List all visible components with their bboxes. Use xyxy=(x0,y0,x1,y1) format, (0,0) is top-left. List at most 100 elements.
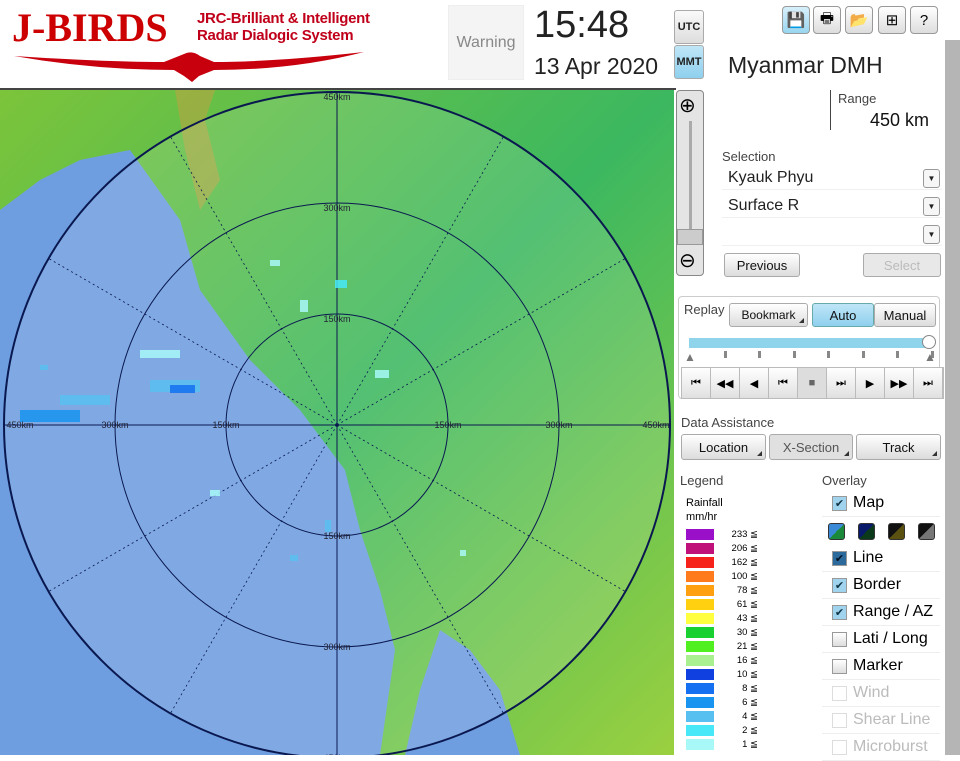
legend-value: 2 ≦ xyxy=(742,724,758,736)
overlay-border[interactable]: ✔ Border xyxy=(822,572,940,599)
range-label: 300km xyxy=(545,420,572,430)
end-marker-icon[interactable]: ▲ xyxy=(924,350,936,364)
legend-label: Legend xyxy=(680,473,724,488)
x-section-button[interactable]: X-Section xyxy=(769,434,853,460)
rain-echo xyxy=(210,490,220,496)
product-dropdown[interactable]: Surface R ▼ xyxy=(722,194,942,218)
overlay-line[interactable]: ✔ Line xyxy=(822,545,940,572)
replay-handle[interactable] xyxy=(922,335,936,349)
overlay-lati-long[interactable]: Lati / Long xyxy=(822,626,940,653)
legend-value: 78 ≦ xyxy=(736,584,758,596)
third-dropdown[interactable]: ▼ xyxy=(722,222,942,246)
legend-value: 206 ≦ xyxy=(731,542,758,554)
scrollbar[interactable] xyxy=(945,40,960,755)
overlay-map[interactable]: ✔ Map xyxy=(822,490,940,517)
checkbox[interactable] xyxy=(832,739,847,755)
legend-swatch xyxy=(686,556,714,568)
chevron-down-icon[interactable]: ▼ xyxy=(923,225,940,244)
site-dropdown[interactable]: Kyauk Phyu ▼ xyxy=(722,166,942,190)
overlay-marker[interactable]: Marker xyxy=(822,653,940,680)
map-style-swatch[interactable] xyxy=(858,522,875,540)
previous-button[interactable]: Previous xyxy=(724,253,800,277)
select-button[interactable]: Select xyxy=(863,253,941,277)
rain-echo xyxy=(270,260,280,266)
radar-map-canvas[interactable]: 450km 300km 150km 150km 300km 450km 450km 300km… xyxy=(0,90,674,755)
checkbox[interactable] xyxy=(832,712,847,728)
replay-tick xyxy=(827,351,830,358)
utc-button[interactable]: UTC xyxy=(674,10,704,44)
overlay-label: Overlay xyxy=(822,473,867,488)
location-button[interactable]: Location xyxy=(681,434,766,460)
overlay-label: Marker xyxy=(853,657,903,674)
overlay-range-az[interactable]: ✔ Range / AZ xyxy=(822,599,940,626)
stop-icon[interactable]: ■ xyxy=(798,368,827,398)
overlay-wind[interactable]: Wind xyxy=(822,680,940,707)
add-window-button[interactable]: ⊞ xyxy=(878,6,906,34)
azimuth-line xyxy=(170,424,338,714)
auto-button[interactable]: Auto xyxy=(812,303,874,327)
replay-track[interactable] xyxy=(689,338,929,348)
range-label: 450km xyxy=(6,420,33,430)
checkbox[interactable] xyxy=(832,685,847,701)
map-style-swatch[interactable] xyxy=(918,522,935,540)
map-style-swatch[interactable] xyxy=(888,522,905,540)
bookmark-button[interactable]: Bookmark xyxy=(729,303,808,327)
replay-tick xyxy=(930,351,934,358)
overlay-label: Line xyxy=(853,549,884,566)
prev-frame-icon[interactable]: ⏮ xyxy=(769,368,798,398)
legend-value: 6 ≦ xyxy=(742,696,758,708)
zoom-handle[interactable] xyxy=(677,229,703,245)
print-icon: 🖶 xyxy=(819,9,835,27)
overlay-microburst[interactable]: Microburst xyxy=(822,734,940,761)
legend-item: 21 ≦ xyxy=(686,639,818,653)
manual-button[interactable]: Manual xyxy=(874,303,936,327)
start-marker-icon[interactable]: ▲ xyxy=(684,350,696,364)
legend-value: 30 ≦ xyxy=(736,626,758,638)
chevron-down-icon[interactable]: ▼ xyxy=(923,169,940,188)
next-frame-icon[interactable]: ⏭ xyxy=(827,368,856,398)
track-label: Track xyxy=(882,439,915,455)
fast-forward-icon[interactable]: ▶▶ xyxy=(885,368,914,398)
help-button[interactable]: ? xyxy=(910,6,938,34)
range-labels: 450km 300km 150km 150km 300km 450km 450km 300km… xyxy=(6,92,669,755)
open-button[interactable]: 📂 xyxy=(845,6,873,34)
checkbox[interactable] xyxy=(832,631,847,647)
product-value: Surface R xyxy=(728,197,800,214)
rain-echoes xyxy=(20,260,466,561)
overlay-label: Shear Line xyxy=(853,711,931,728)
checkbox[interactable]: ✔ xyxy=(832,495,847,511)
checkbox[interactable]: ✔ xyxy=(832,604,847,620)
warning-indicator[interactable]: Warning xyxy=(448,5,524,80)
checkbox[interactable]: ✔ xyxy=(832,577,847,593)
fast-rewind-icon[interactable]: ◀◀ xyxy=(711,368,740,398)
zoom-slider[interactable]: ⊕ ⊖ xyxy=(676,90,704,276)
range-label: 300km xyxy=(323,642,350,652)
chevron-down-icon[interactable]: ▼ xyxy=(923,197,940,216)
zoom-track[interactable] xyxy=(689,121,692,231)
bookmark-label: Bookmark xyxy=(741,308,796,322)
legend-item: 162 ≦ xyxy=(686,555,818,569)
checkbox[interactable] xyxy=(832,658,847,674)
track-button[interactable]: Track xyxy=(856,434,941,460)
play-icon[interactable]: ▶ xyxy=(856,368,885,398)
map-style-swatch[interactable] xyxy=(828,522,845,540)
save-button[interactable]: 💾 xyxy=(782,6,810,34)
replay-label: Replay xyxy=(684,302,725,317)
zoom-in-icon[interactable]: ⊕ xyxy=(679,95,696,117)
divider xyxy=(830,90,831,130)
zoom-out-icon[interactable]: ⊖ xyxy=(679,250,696,272)
rain-echo xyxy=(20,410,80,422)
last-icon[interactable]: ⏭ xyxy=(914,368,943,398)
checkbox[interactable]: ✔ xyxy=(832,550,847,566)
legend-swatch xyxy=(686,696,714,708)
overlay-shear-line[interactable]: Shear Line xyxy=(822,707,940,734)
legend-swatch xyxy=(686,668,714,680)
legend-item: 206 ≦ xyxy=(686,541,818,555)
radar-map[interactable]: 450km 300km 150km 150km 300km 450km 450km 300km… xyxy=(0,90,674,755)
step-back-icon[interactable]: ◀ xyxy=(740,368,769,398)
range-label: 150km xyxy=(323,531,350,541)
print-button[interactable]: 🖶 xyxy=(813,6,841,34)
first-icon[interactable]: ⏮ xyxy=(682,368,711,398)
legend-item: 30 ≦ xyxy=(686,625,818,639)
mmt-button[interactable]: MMT xyxy=(674,45,704,79)
